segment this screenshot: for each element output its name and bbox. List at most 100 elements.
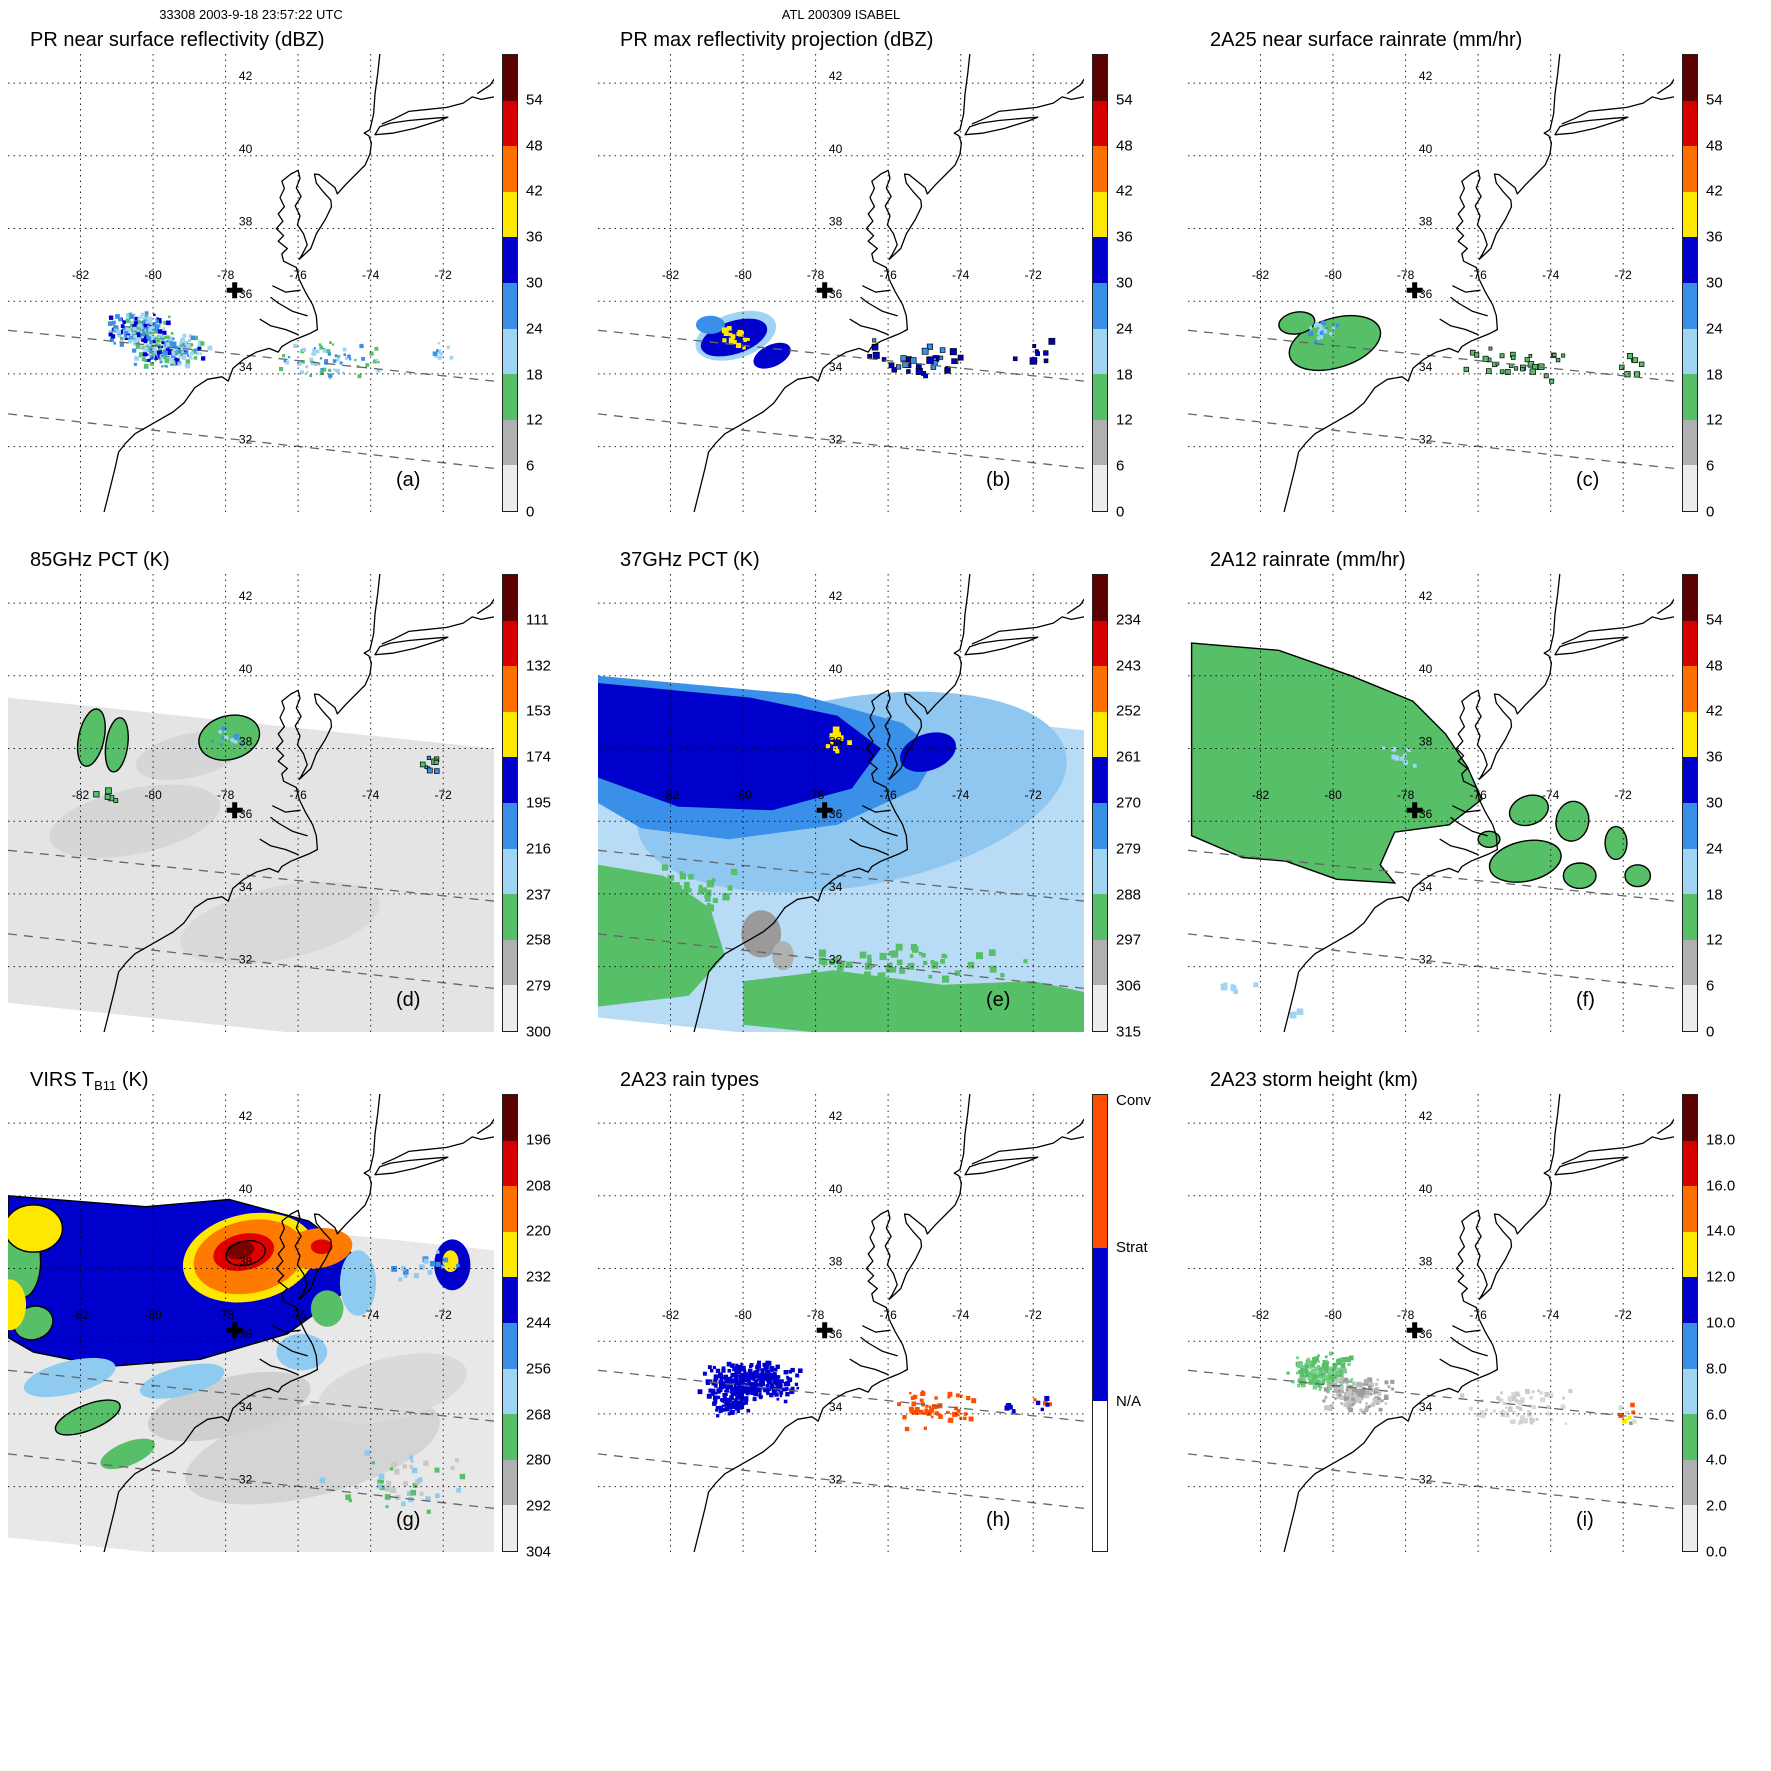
graticule	[1188, 574, 1674, 1032]
svg-text:38: 38	[239, 735, 253, 749]
storm-center-marker	[226, 802, 243, 819]
colorbar-tick-label: 18	[1116, 366, 1133, 384]
graticule	[1188, 54, 1674, 512]
colorbar-segment	[503, 419, 517, 466]
svg-text:32: 32	[1419, 953, 1433, 967]
svg-text:-76: -76	[289, 1308, 307, 1322]
colorbar-tick-label: 18	[1706, 366, 1723, 384]
colorbar-h: Conv Strat N/A	[1092, 1092, 1178, 1552]
colorbar-tick-label: 30	[1116, 274, 1133, 292]
svg-text:-80: -80	[734, 268, 752, 282]
colorbar-tick-label: 42	[1706, 182, 1723, 200]
colorbar-segment	[1683, 146, 1697, 192]
svg-text:40: 40	[829, 142, 843, 156]
colorbar-c: 54 48 42 36 30 24 18 12 6 0	[1682, 54, 1768, 521]
svg-text:34: 34	[829, 1400, 843, 1414]
svg-text:38: 38	[829, 215, 843, 229]
data-layer	[1188, 1351, 1674, 1510]
colorbar-segment	[503, 620, 517, 667]
colorbar-segment	[1683, 1277, 1697, 1323]
panel-i: 2A23 storm height (km) -82 -80 -78 -76 -74 -72…	[1180, 1066, 1770, 1586]
colorbar-b: 54 48 42 36 30 24 18 12 6 0	[1092, 54, 1178, 521]
svg-text:-78: -78	[217, 788, 235, 802]
svg-text:-82: -82	[72, 1308, 90, 1322]
colorbar-tick-label: 304	[526, 1543, 552, 1561]
colorbar-segment	[1093, 191, 1107, 238]
colorbar-tick-label: 10.0	[1706, 1314, 1736, 1332]
svg-text:-78: -78	[1397, 268, 1415, 282]
svg-text:-78: -78	[1397, 1308, 1415, 1322]
panel-c: 2A25 near surface rainrate (mm/hr) -82 -80…	[1180, 26, 1770, 546]
svg-text:-74: -74	[362, 788, 380, 802]
data-layer	[1188, 642, 1674, 1019]
colorbar-tick-label: 196	[526, 1131, 552, 1149]
colorbar-segment	[503, 1095, 517, 1141]
panel-h: 2A23 rain types -82 -80 -78 -76 -74 -72 32 34 36 3…	[590, 1066, 1180, 1586]
storm-center-marker	[226, 282, 243, 299]
panel-title-c: 2A25 near surface rainrate (mm/hr)	[1210, 29, 1523, 51]
svg-text:34: 34	[1419, 1400, 1433, 1414]
colorbar-segment	[1093, 894, 1107, 940]
svg-text:-82: -82	[1252, 788, 1270, 802]
svg-text:38: 38	[1419, 215, 1433, 229]
colorbar-segment	[503, 1277, 517, 1323]
colorbar-segment	[1683, 620, 1697, 667]
colorbar-segment	[1093, 374, 1107, 420]
storm-center-marker	[816, 1322, 833, 1339]
svg-text:42: 42	[1419, 589, 1433, 603]
colorbar-tick-label: 6	[1706, 457, 1715, 475]
svg-text:-78: -78	[807, 788, 825, 802]
svg-text:40: 40	[1419, 1182, 1433, 1196]
colorbar-tick-label: 216	[526, 840, 552, 858]
colorbar-f: 54 48 42 36 30 24 18 12 6 0	[1682, 574, 1768, 1041]
colorbar-tick-label: 174	[526, 748, 552, 766]
colorbar-tick-label: 297	[1116, 931, 1142, 949]
svg-text:40: 40	[1419, 662, 1433, 676]
panel-title-d: 85GHz PCT (K)	[30, 549, 170, 571]
panel-g: VIRS TB11 (K) -82 -80 -78 -76 -74 -72 32 34 36 38 4…	[0, 1066, 590, 1586]
coastline	[103, 54, 494, 512]
svg-text:34: 34	[829, 360, 843, 374]
colorbar-tick-label: 232	[526, 1268, 552, 1286]
svg-text:-72: -72	[1615, 1308, 1633, 1322]
panel-letter: (f)	[1576, 989, 1595, 1011]
colorbar-e: 234 243 252 261 270 279 288 297 306 315	[1092, 574, 1178, 1041]
colorbar-tick-label: 36	[1706, 748, 1723, 766]
colorbar-segment	[1683, 374, 1697, 420]
data-layer	[598, 310, 1084, 470]
colorbar-tick-label: 48	[1706, 137, 1723, 155]
colorbar-tick-label: 42	[526, 182, 543, 200]
colorbar-bar	[502, 574, 518, 1032]
svg-text:42: 42	[829, 589, 843, 603]
svg-text:-76: -76	[1469, 1308, 1487, 1322]
svg-text:32: 32	[1419, 433, 1433, 447]
colorbar-segment	[503, 1186, 517, 1232]
colorbar-tick-label: 18.0	[1706, 1131, 1736, 1149]
colorbar-tick-label: 42	[1116, 182, 1133, 200]
colorbar-segment	[1683, 1140, 1697, 1187]
svg-text:32: 32	[829, 953, 843, 967]
svg-text:34: 34	[239, 360, 253, 374]
colorbar-segment	[1093, 1095, 1107, 1248]
colorbar-segment	[1093, 55, 1107, 101]
svg-text:40: 40	[829, 662, 843, 676]
colorbar-segment	[503, 237, 517, 283]
svg-text:42: 42	[829, 69, 843, 83]
colorbar-tick-label: 279	[526, 977, 552, 995]
panel-b: PR max reflectivity projection (dBZ) -82 -…	[590, 26, 1180, 546]
colorbar-a: 54 48 42 36 30 24 18 12 6 0	[502, 54, 588, 521]
colorbar-tick-label: 54	[1116, 91, 1133, 109]
svg-text:32: 32	[829, 1473, 843, 1487]
colorbar-tick-label: 42	[1706, 702, 1723, 720]
svg-text:-78: -78	[807, 1308, 825, 1322]
panel-title-i: 2A23 storm height (km)	[1210, 1069, 1418, 1091]
colorbar-tick-label: 195	[526, 794, 552, 812]
colorbar-segment	[1683, 1231, 1697, 1278]
panel-d: 85GHz PCT (K) -82 -80 -78 -76 -74 -72 32 34 36 38 4…	[0, 546, 590, 1066]
colorbar-segment	[1093, 711, 1107, 758]
svg-text:-80: -80	[734, 788, 752, 802]
